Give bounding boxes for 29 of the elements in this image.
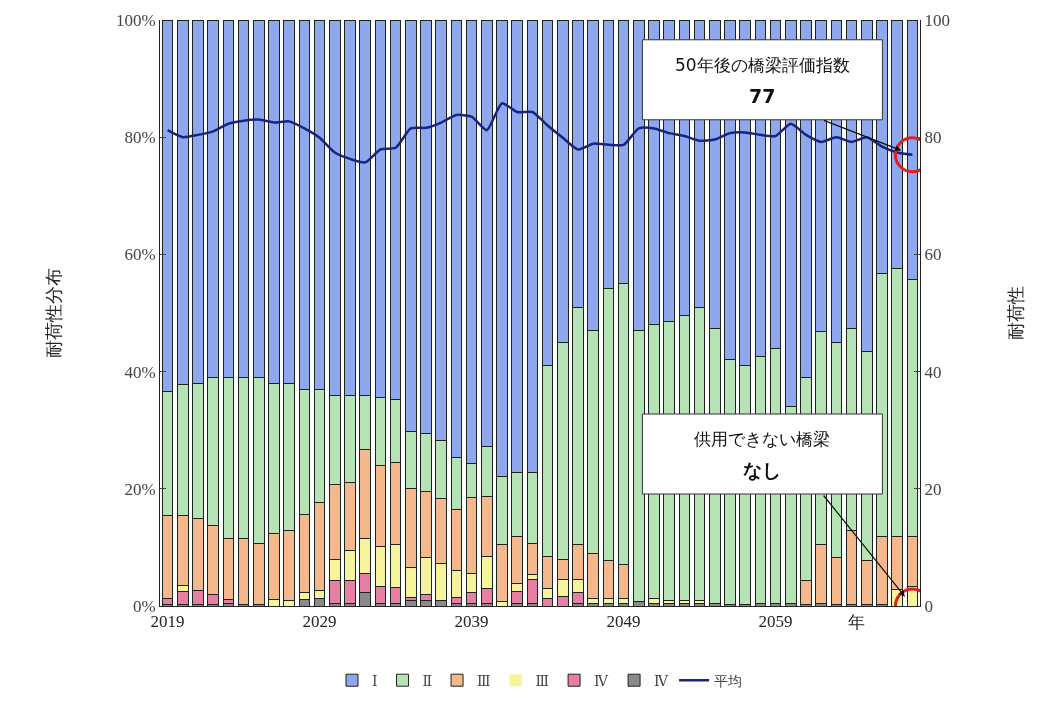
annotation: 77 [749, 85, 776, 107]
legend-label: Ⅳ [594, 673, 610, 689]
y-axis-title: 耐荷性分布 [43, 268, 65, 358]
legend-label: Ⅲ [477, 673, 491, 689]
legend-label: Ⅰ [372, 673, 378, 689]
x-axis-title: 年 [848, 612, 865, 632]
annotation: なし [743, 459, 781, 481]
annotation: 供用できない橋梁 [694, 429, 830, 449]
annotation: 50年後の橋梁評価指数 [675, 55, 850, 75]
x-tick-label: 2029 [302, 612, 337, 632]
y-tick-label: 40% [124, 362, 156, 382]
legend-label: Ⅲ [535, 673, 550, 689]
legend-label: Ⅳ [654, 673, 670, 689]
y2-tick-label: 0 [924, 596, 933, 616]
legend-label: 平均 [714, 673, 743, 689]
y-tick-label: 60% [124, 245, 156, 265]
x-tick-label: 2039 [454, 612, 489, 632]
legend-label: Ⅱ [422, 673, 433, 689]
y2-tick-label: 100 [924, 10, 950, 30]
y-tick-label: 20% [124, 479, 156, 499]
y2-axis-title: 耐荷性 [1005, 286, 1026, 340]
x-tick-label: 2049 [606, 612, 641, 632]
y-tick-label: 100% [115, 10, 156, 30]
y-tick-label: 80% [124, 128, 156, 148]
y2-tick-label: 80 [924, 128, 942, 148]
y2-tick-label: 20 [924, 479, 942, 499]
y2-tick-label: 60 [924, 245, 942, 265]
x-tick-label: 2059 [758, 612, 793, 632]
y2-tick-label: 40 [924, 362, 942, 382]
